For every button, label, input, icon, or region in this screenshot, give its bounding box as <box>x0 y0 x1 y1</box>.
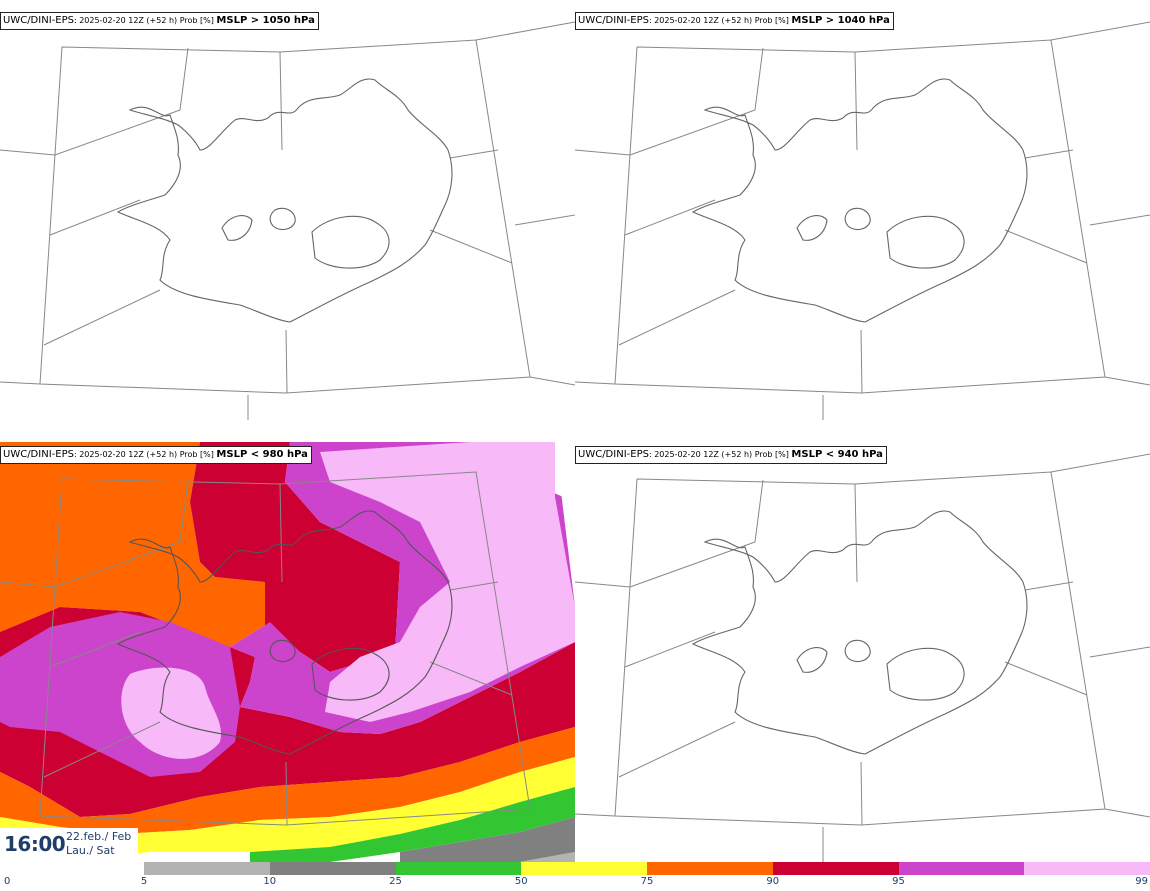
prob-shade-pink-west <box>121 667 222 759</box>
prob-shade-green <box>250 787 575 862</box>
map-canvas <box>575 21 1150 420</box>
map-panel-940: UWC/DINI-EPS: 2025-02-20 12Z (+52 h) Pro… <box>575 442 1150 862</box>
prob-shade-orange <box>0 442 270 647</box>
colorbar-tick-label: 25 <box>389 876 402 887</box>
valid-time-box: 16:00 22.feb./ Feb Lau./ Sat <box>0 828 138 862</box>
prob-shade-gray <box>400 817 575 862</box>
colorbar-segment <box>269 862 396 875</box>
prob-shade-yellow <box>0 757 575 862</box>
colorbar-segment <box>898 862 1025 875</box>
colorbar-tick-label: 95 <box>892 876 905 887</box>
colorbar-segment <box>647 862 773 875</box>
colorbar-tick-label: 50 <box>514 876 528 887</box>
colorbar-segment <box>521 862 647 875</box>
map-panel-1040: UWC/DINI-EPS: 2025-02-20 12Z (+52 h) Pro… <box>575 0 1150 420</box>
colorbar-tick-label: 90 <box>766 876 780 887</box>
prob-shade-lightgray <box>520 852 575 862</box>
prob-shade-orange-se <box>0 727 575 834</box>
valid-date: 22.feb./ Feb Lau./ Sat <box>66 830 131 858</box>
colorbar-tick-label: 99 <box>1135 876 1148 887</box>
map-canvas <box>0 21 575 420</box>
prob-shade-pink <box>320 442 575 722</box>
valid-date-line2: Lau./ Sat <box>66 844 115 857</box>
valid-hour: 16:00 <box>4 832 66 856</box>
prob-shade-red <box>190 442 400 672</box>
colorbar-tick-label: 0 <box>4 876 11 887</box>
colorbar-segment <box>144 862 270 875</box>
panel-title: UWC/DINI-EPS: 2025-02-20 12Z (+52 h) Pro… <box>0 12 319 30</box>
valid-date-line1: 22.feb./ Feb <box>66 830 132 843</box>
colorbar-tick-label: 75 <box>640 876 654 887</box>
colorbar-tick-label: 10 <box>263 876 277 887</box>
colorbar-segment <box>1024 862 1150 875</box>
panel-title: UWC/DINI-EPS: 2025-02-20 12Z (+52 h) Pro… <box>0 446 312 464</box>
colorbar <box>144 862 1150 875</box>
colorbar-tick-label: 5 <box>140 876 148 887</box>
panel-title: UWC/DINI-EPS: 2025-02-20 12Z (+52 h) Pro… <box>575 12 894 30</box>
colorbar-segment <box>395 862 522 875</box>
map-canvas <box>0 442 575 862</box>
colorbar-segment <box>772 862 899 875</box>
map-canvas <box>575 453 1150 862</box>
map-panel-980: UWC/DINI-EPS: 2025-02-20 12Z (+52 h) Pro… <box>0 442 575 862</box>
panel-title: UWC/DINI-EPS: 2025-02-20 12Z (+52 h) Pro… <box>575 446 887 464</box>
map-panel-1050: UWC/DINI-EPS: 2025-02-20 12Z (+52 h) Pro… <box>0 0 575 420</box>
